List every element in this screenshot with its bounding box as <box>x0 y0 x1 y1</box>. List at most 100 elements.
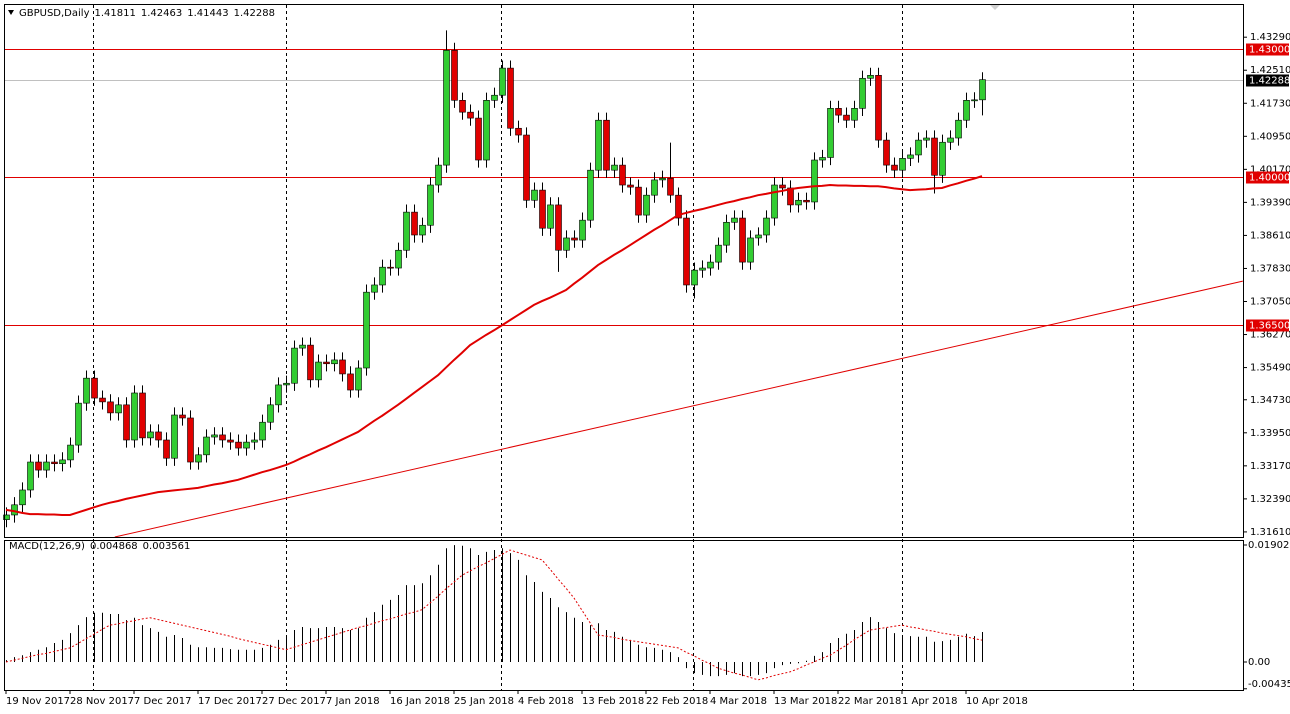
candle-body <box>939 141 946 176</box>
header-high: 1.42463 <box>141 8 182 19</box>
level-label-box <box>1246 43 1289 56</box>
candle-body <box>403 211 410 251</box>
candle-body <box>251 439 258 443</box>
candle-body <box>827 108 834 158</box>
candle-body <box>643 194 650 216</box>
y-tick-label: 1.35490 <box>1250 363 1290 374</box>
candle-body <box>803 199 810 203</box>
candle-body <box>419 224 426 236</box>
candle-body <box>235 441 242 449</box>
level-label-box <box>1246 171 1289 184</box>
candle-body <box>27 461 34 491</box>
candle-body <box>603 119 610 171</box>
candle-body <box>579 219 586 241</box>
x-tick-label: 17 Dec 2017 <box>198 696 262 707</box>
candle-body <box>907 154 914 159</box>
candle-body <box>451 50 458 101</box>
candle-body <box>115 404 122 414</box>
candle-body <box>539 189 546 229</box>
current-price-box <box>1246 74 1289 87</box>
candle-body <box>195 454 202 463</box>
macd-pane-border <box>4 540 1244 691</box>
candle-body <box>811 159 818 203</box>
candle-body <box>795 199 802 206</box>
candle-body <box>443 50 450 166</box>
candle-body <box>723 221 730 246</box>
candle-body <box>923 137 930 141</box>
candle-body <box>267 404 274 423</box>
menu-arrow[interactable] <box>8 10 14 15</box>
candle-body <box>507 67 514 129</box>
candle-body <box>315 361 322 381</box>
x-tick-label: 4 Mar 2018 <box>710 696 767 707</box>
header-close: 1.42288 <box>234 8 275 19</box>
candle-body <box>67 444 74 461</box>
x-tick-label: 7 Jan 2018 <box>326 696 380 707</box>
x-tick-label: 27 Dec 2017 <box>262 696 326 707</box>
macd-header: MACD(12,26,9) 0.004868 0.003561 <box>9 541 190 552</box>
candle-body <box>699 267 706 271</box>
candle-body <box>259 421 266 441</box>
candle-body <box>531 189 538 201</box>
candle-body <box>123 404 130 441</box>
candle-body <box>187 417 194 463</box>
vertical-grid <box>93 5 1134 690</box>
y-tick-label: 1.37050 <box>1250 296 1290 307</box>
candle-body <box>627 184 634 188</box>
x-tick-label: 25 Jan 2018 <box>454 696 514 707</box>
macd-value: 0.004868 <box>90 541 138 552</box>
candle-body <box>59 459 66 465</box>
candle-body <box>555 204 562 251</box>
candle-body <box>883 139 890 166</box>
candle-body <box>371 284 378 293</box>
candle-body <box>467 111 474 119</box>
y-tick-label: 1.37830 <box>1250 263 1290 274</box>
candle-body <box>219 434 226 441</box>
candle-body <box>147 431 154 439</box>
candle-body <box>635 186 642 216</box>
candle-body <box>755 234 762 239</box>
candle-body <box>651 179 658 196</box>
current-price-label: 1.42288 <box>1249 76 1290 87</box>
y-tick-label: 1.36270 <box>1250 330 1290 341</box>
candle-body <box>851 108 858 121</box>
candle-body <box>715 244 722 263</box>
candle-body <box>691 269 698 286</box>
candle-body <box>483 100 490 161</box>
candle-body <box>3 514 10 520</box>
signal-value: 0.003561 <box>143 541 191 552</box>
level-label: 1.43000 <box>1249 45 1290 56</box>
plot-layer <box>3 30 1243 681</box>
candle-body <box>83 377 90 404</box>
candle-body <box>475 117 482 161</box>
candle-body <box>299 344 306 349</box>
candle-body <box>291 347 298 384</box>
header-open: 1.41811 <box>95 8 136 19</box>
y-tick-label: 1.39390 <box>1250 197 1290 208</box>
candle-body <box>891 164 898 171</box>
candle-body <box>35 461 42 471</box>
candle-body <box>979 79 986 101</box>
candle-body <box>971 99 978 102</box>
level-label: 1.40000 <box>1249 173 1290 184</box>
candle-body <box>515 127 522 136</box>
x-tick-label: 7 Dec 2017 <box>134 696 192 707</box>
candle-body <box>339 359 346 375</box>
candle-body <box>323 361 330 365</box>
candle-body <box>347 373 354 391</box>
candle-body <box>355 367 362 391</box>
candle-body <box>211 434 218 438</box>
candle-body <box>875 75 882 141</box>
candle-body <box>499 67 506 96</box>
candle-body <box>771 184 778 219</box>
candle-body <box>179 414 186 419</box>
candle-body <box>683 217 690 286</box>
candle-body <box>595 119 602 171</box>
chart-title: GBPUSD,Daily <box>19 8 90 19</box>
candle-body <box>587 169 594 221</box>
y-tick-label: 1.32390 <box>1250 494 1290 505</box>
candle-body <box>739 217 746 263</box>
candle-body <box>163 439 170 459</box>
